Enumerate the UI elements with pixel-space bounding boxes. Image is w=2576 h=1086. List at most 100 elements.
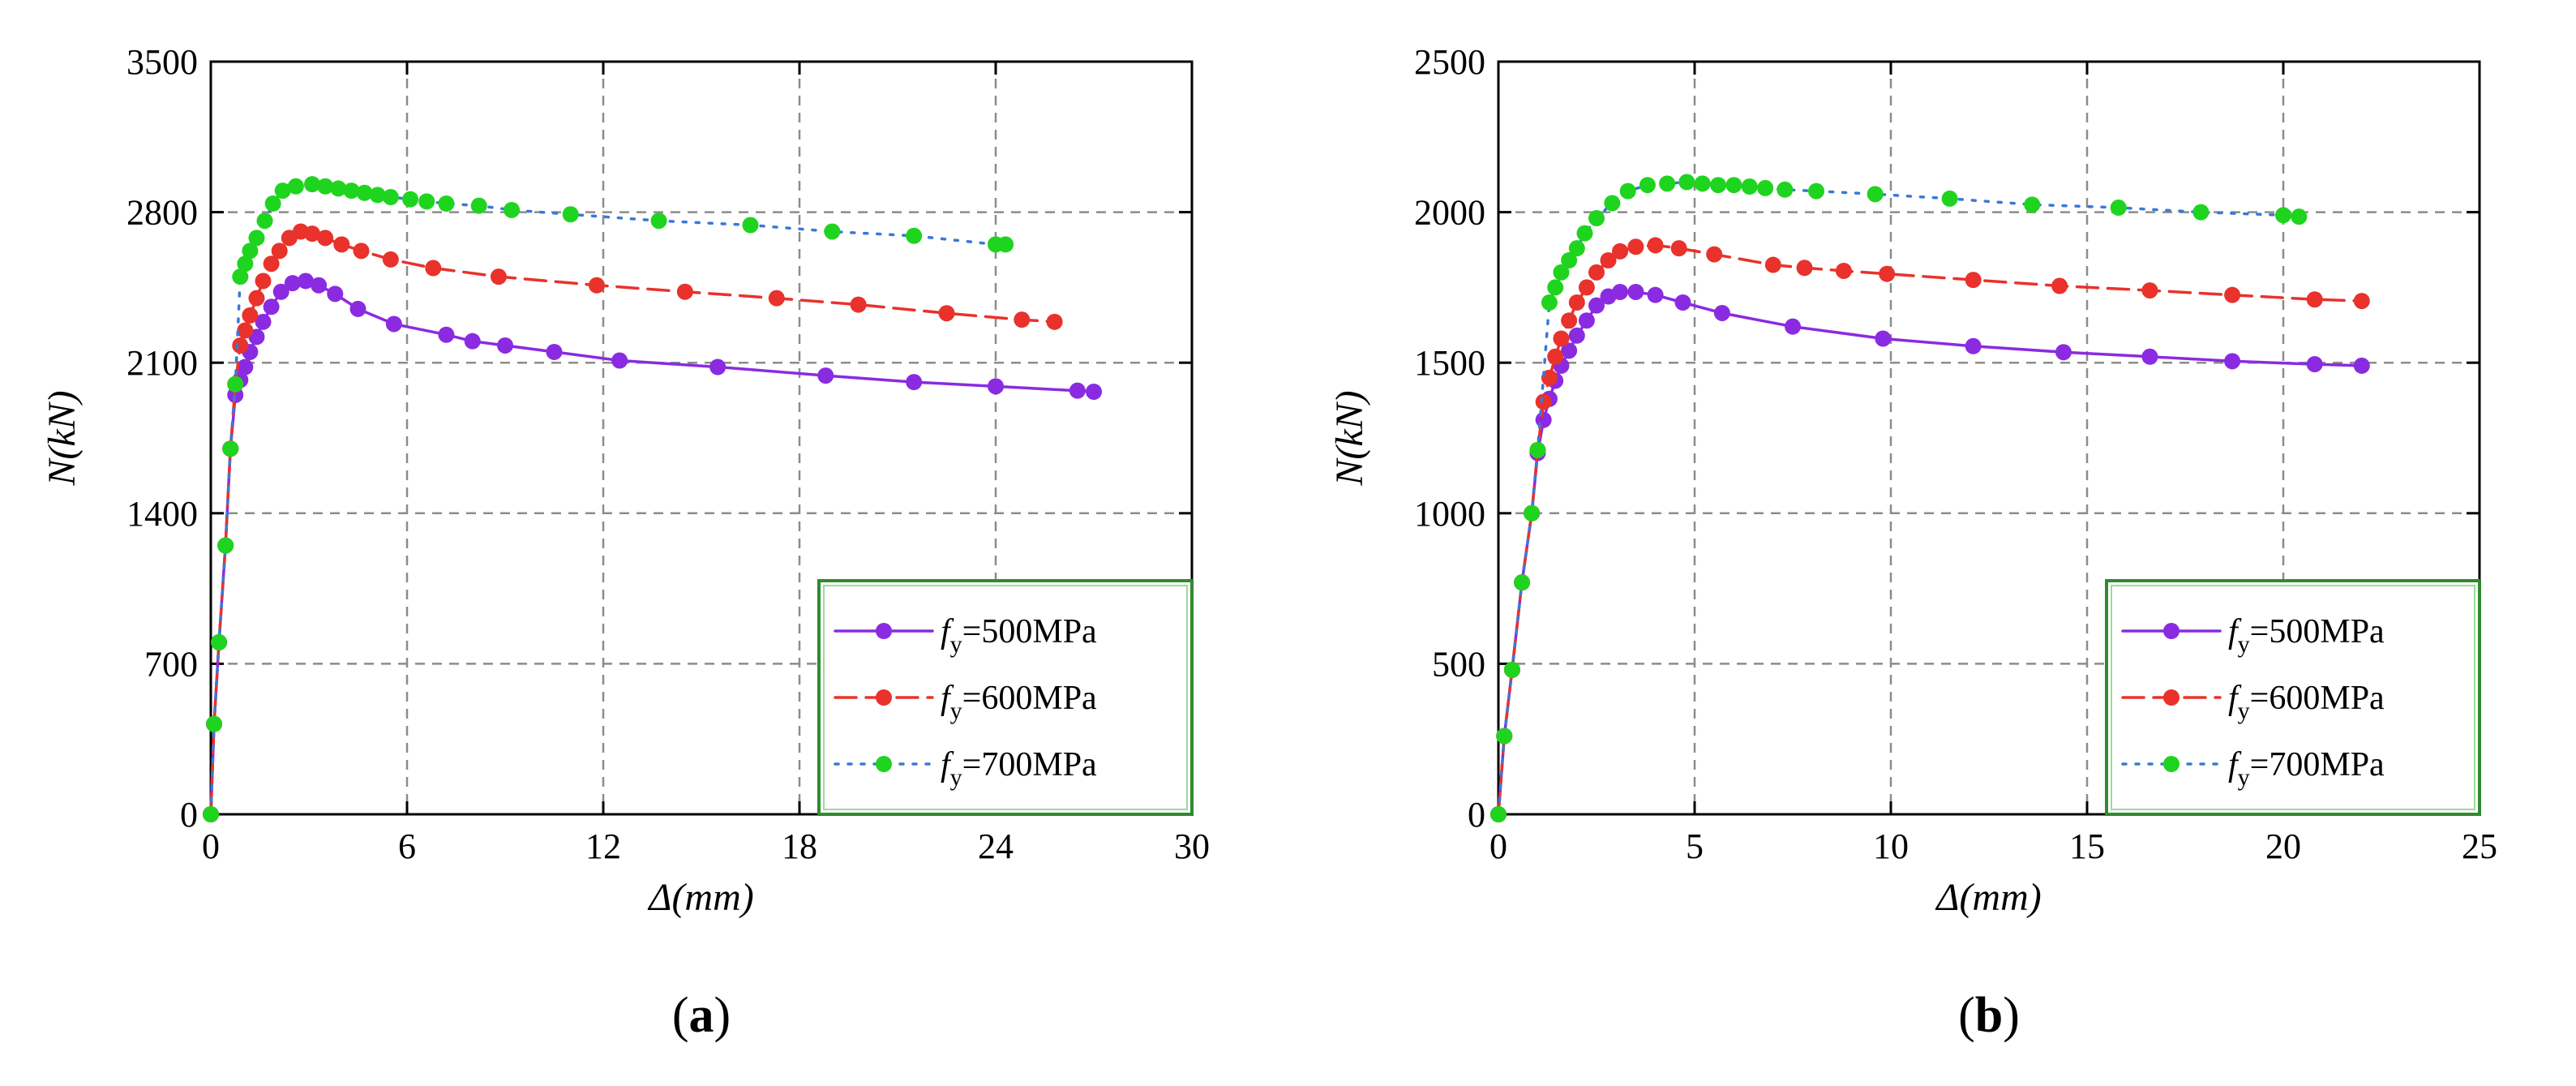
data-point: [490, 268, 507, 285]
y-tick-label: 0: [1468, 795, 1485, 835]
legend-subscript: y: [950, 631, 962, 658]
panel-label-letter: a: [689, 988, 714, 1043]
data-point: [2141, 282, 2158, 299]
legend-value: =700MPa: [2250, 746, 2385, 783]
x-tick-label: 0: [202, 826, 220, 866]
data-point: [2051, 277, 2068, 294]
data-point: [997, 236, 1014, 253]
data-point: [242, 307, 259, 324]
data-point: [1639, 177, 1656, 194]
data-point: [1547, 348, 1564, 365]
data-point: [1713, 304, 1730, 321]
data-point: [988, 378, 1004, 395]
data-point: [464, 333, 481, 350]
legend-subscript: y: [2238, 631, 2250, 658]
data-point: [1879, 265, 1896, 282]
legend-marker: [2163, 756, 2180, 772]
legend-label: fy=600MPa: [941, 680, 1097, 724]
legend-label: fy=500MPa: [941, 613, 1097, 658]
data-point: [611, 352, 628, 369]
legend-label: fy=600MPa: [2228, 680, 2385, 724]
x-tick-label: 6: [398, 826, 416, 866]
data-point: [1535, 393, 1552, 410]
legend-label: fy=700MPa: [941, 746, 1097, 791]
data-point: [425, 260, 442, 277]
legend-value: =600MPa: [2250, 680, 2385, 717]
data-point: [242, 243, 259, 260]
data-point: [1541, 294, 1558, 311]
data-point: [1670, 240, 1687, 257]
data-point: [356, 184, 373, 201]
legend: fy=500MPa fy=600MPa fy=700MPa: [817, 579, 1194, 816]
data-point: [349, 300, 366, 317]
data-point: [237, 358, 254, 376]
y-tick-label: 2500: [1414, 42, 1485, 82]
data-point: [1541, 369, 1558, 386]
y-tick-label: 2000: [1414, 193, 1485, 233]
data-point: [304, 225, 321, 243]
data-point: [2024, 196, 2041, 213]
data-point: [1612, 243, 1629, 260]
data-point: [264, 195, 281, 212]
data-point: [1553, 264, 1570, 281]
legend-inner-frame: [2111, 585, 2475, 810]
legend-label: fy=700MPa: [2228, 746, 2385, 791]
data-point: [255, 313, 272, 330]
data-point: [2306, 291, 2323, 308]
data-point: [211, 633, 228, 650]
x-axis-label: Δ(mm): [647, 876, 753, 919]
legend-marker: [2163, 689, 2180, 706]
data-point: [2275, 207, 2291, 224]
data-point: [2353, 293, 2370, 310]
legend-subscript: y: [2238, 764, 2250, 791]
data-point: [203, 806, 219, 822]
data-point: [1588, 264, 1605, 281]
plot-frame: [209, 60, 1194, 816]
data-point: [274, 182, 291, 200]
data-point: [676, 283, 693, 300]
data-point: [1941, 190, 1958, 207]
y-tick-label: 700: [144, 644, 198, 684]
legend-value: =700MPa: [962, 746, 1097, 783]
data-point: [1835, 262, 1852, 279]
data-point: [1514, 574, 1531, 591]
data-point: [562, 206, 579, 223]
panel-label-open: (: [1958, 988, 1975, 1043]
data-point: [343, 182, 360, 200]
data-point: [255, 273, 272, 290]
data-point: [271, 243, 288, 260]
data-point: [232, 268, 249, 285]
data-point: [906, 374, 923, 391]
data-point: [1535, 411, 1552, 428]
data-point: [709, 358, 727, 376]
data-point: [470, 197, 487, 214]
y-tick-label: 500: [1432, 644, 1485, 684]
x-tick-label: 5: [1686, 826, 1704, 866]
data-point: [287, 178, 304, 195]
data-point: [1659, 175, 1676, 192]
y-axis-label: N(kN): [1328, 390, 1371, 486]
x-tick-label: 20: [2265, 826, 2301, 866]
data-point: [768, 290, 785, 307]
data-point: [2141, 348, 2158, 365]
legend-inner-frame: [823, 585, 1188, 810]
data-point: [504, 201, 521, 218]
legend-label: fy=500MPa: [2228, 613, 2385, 658]
panel-label-open: (: [672, 988, 689, 1043]
data-point: [1647, 286, 1664, 303]
data-point: [2353, 357, 2370, 374]
data-point: [1503, 661, 1520, 678]
data-point: [222, 440, 239, 457]
data-point: [1619, 182, 1636, 200]
data-point: [1627, 283, 1644, 300]
data-point: [1561, 342, 1578, 359]
data-point: [1674, 294, 1691, 311]
series-2: [203, 176, 1014, 822]
y-tick-label: 2100: [126, 343, 198, 383]
data-point: [1710, 177, 1727, 194]
data-point: [1777, 181, 1794, 198]
data-point: [232, 337, 249, 354]
legend-subscript: y: [2238, 698, 2250, 724]
series-line: [1497, 243, 2364, 816]
data-point: [217, 537, 234, 554]
